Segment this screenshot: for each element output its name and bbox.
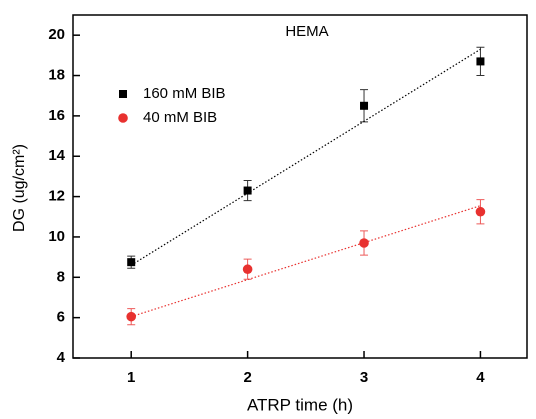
marker xyxy=(359,238,369,248)
marker xyxy=(127,258,136,267)
marker xyxy=(243,186,252,195)
legend-label: 40 mM BIB xyxy=(143,109,217,126)
legend-marker xyxy=(118,113,128,123)
x-tick-label: 1 xyxy=(127,369,135,386)
marker xyxy=(242,264,253,275)
y-tick-label: 18 xyxy=(48,66,65,83)
x-tick-label: 4 xyxy=(476,369,485,386)
y-tick-label: 4 xyxy=(57,349,66,366)
x-tick-label: 3 xyxy=(360,369,368,386)
y-tick-label: 6 xyxy=(57,309,65,326)
plot-frame xyxy=(72,14,528,359)
marker xyxy=(360,101,369,110)
x-axis-label: ATRP time (h) xyxy=(247,395,353,414)
marker xyxy=(475,206,486,217)
fit-line xyxy=(130,48,481,266)
y-tick-label: 10 xyxy=(48,228,65,245)
y-tick-label: 8 xyxy=(57,268,65,285)
y-tick-label: 14 xyxy=(48,147,65,164)
marker xyxy=(126,311,137,322)
y-tick-label: 16 xyxy=(48,107,65,124)
chart-title: HEMA xyxy=(285,23,328,40)
x-tick-label: 2 xyxy=(243,369,251,386)
fit-line xyxy=(131,205,481,318)
legend-label: 160 mM BIB xyxy=(143,85,226,102)
legend-marker xyxy=(119,90,127,98)
y-tick-label: 12 xyxy=(48,188,65,205)
y-tick-label: 20 xyxy=(48,26,65,43)
marker xyxy=(476,57,485,66)
y-axis-label: DG (ug/cm²) xyxy=(11,144,28,232)
